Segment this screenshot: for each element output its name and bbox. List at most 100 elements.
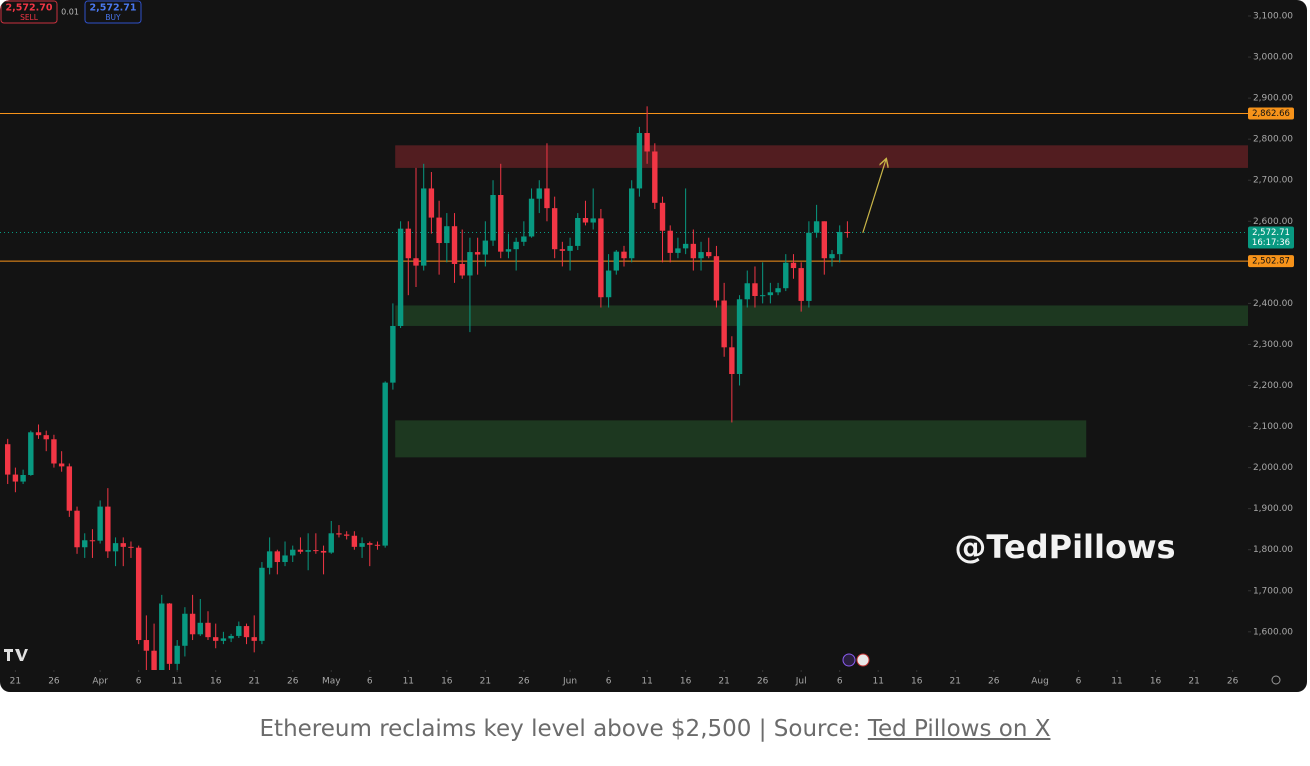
candle-body (605, 270, 612, 298)
candle-body (82, 540, 88, 548)
x-tick-label: 26 (988, 677, 1000, 687)
candle-body (551, 208, 558, 250)
x-tick-label: Apr (92, 677, 108, 687)
level-badge (1248, 107, 1294, 120)
arrow (862, 160, 886, 233)
y-tick-label: 2,600.00 (1253, 217, 1293, 227)
candle-body (713, 256, 720, 301)
candle-body (682, 243, 689, 249)
candle-body (105, 506, 111, 552)
candle-body (374, 544, 381, 546)
candle-body (297, 549, 304, 552)
candle-body (266, 551, 273, 568)
candle-body (559, 249, 566, 251)
candle-body (421, 188, 427, 266)
candle-body (51, 439, 57, 464)
candle-body (5, 444, 11, 475)
candle-body (197, 622, 203, 635)
x-tick-label: 16 (911, 677, 923, 687)
candle-body (690, 243, 697, 259)
x-tick-label: Jun (562, 677, 577, 687)
candle-body (844, 231, 851, 233)
buy-box[interactable] (84, 0, 142, 24)
candle-body (513, 241, 519, 250)
axes: 1,600.00 1,700.00 1,800.00 1,900.00 2,000.00… (10, 12, 1294, 687)
x-tick-label: 6 (367, 677, 373, 687)
candle-body (28, 432, 34, 475)
candle-body (43, 435, 49, 440)
y-tick-label: 3,000.00 (1253, 53, 1293, 63)
x-tick-label: 21 (718, 677, 729, 687)
candle-body (528, 198, 535, 237)
candle-body (97, 506, 103, 541)
sell-label: SELL (20, 13, 39, 22)
candle-body (243, 626, 250, 638)
x-tick-label: 26 (48, 677, 60, 687)
candle-body (498, 195, 504, 252)
source-link[interactable]: Ted Pillows on X (867, 716, 1051, 742)
candle-body (120, 543, 126, 547)
tv-logo (4, 649, 28, 661)
candle-body (74, 510, 80, 548)
candle-body (66, 466, 73, 511)
candle-body (236, 626, 242, 636)
level-badge (1248, 255, 1294, 268)
candle-body (220, 638, 227, 641)
candle-body (474, 252, 481, 255)
x-tick-label: 21 (10, 677, 21, 687)
sell-price: 2,572.70 (6, 3, 53, 14)
y-tick-label: 1,600.00 (1253, 627, 1293, 637)
level-label: 2,502.87 (1252, 257, 1290, 267)
candle-body (783, 262, 789, 289)
candle-body (490, 195, 496, 241)
candle-body (20, 474, 26, 482)
candle-body (444, 226, 450, 244)
y-tick-label: 2,200.00 (1253, 381, 1293, 391)
x-tick-label: 21 (480, 677, 491, 687)
candle-body (451, 226, 458, 264)
sell-box[interactable] (0, 0, 58, 24)
x-tick-label: 6 (136, 677, 142, 687)
candle-body (505, 249, 512, 252)
candle-body (613, 251, 619, 271)
candle-body (821, 221, 827, 259)
settings-icon[interactable] (1271, 675, 1281, 685)
candle-body (305, 550, 311, 552)
x-tick-label: 26 (1227, 677, 1239, 687)
ui-overlay: 2,572.70 SELL 0.01 2,572.71 BUY @TedPill… (0, 0, 1281, 685)
zone (395, 145, 1248, 168)
candle-body (775, 288, 781, 293)
level-label: 2,862.66 (1252, 109, 1290, 119)
candle-body (744, 283, 750, 300)
event-icon[interactable] (856, 653, 870, 667)
candle-body (652, 151, 658, 203)
x-tick-label: 26 (757, 677, 769, 687)
y-tick-label: 2,800.00 (1253, 135, 1293, 145)
x-tick-label: 6 (1076, 677, 1082, 687)
candle-body (621, 251, 627, 259)
candle-body (644, 133, 650, 152)
event-icon[interactable] (842, 653, 856, 667)
candle-body (259, 567, 265, 641)
candle-body (767, 292, 774, 296)
candle-body (397, 228, 404, 326)
candle-body (721, 300, 727, 348)
x-tick-label: 21 (950, 677, 961, 687)
candle-body (436, 217, 442, 244)
candle-body (667, 230, 673, 253)
candle-body (590, 218, 596, 223)
x-tick-label: 11 (1111, 677, 1122, 687)
buy-label: BUY (105, 13, 121, 22)
x-tick-label: 16 (210, 677, 222, 687)
x-tick-label: 16 (1150, 677, 1162, 687)
candle-body (729, 347, 735, 375)
caption-text: Ethereum reclaims key level above $2,500… (259, 716, 868, 742)
candle-body (521, 236, 527, 242)
chart: 1,600.00 1,700.00 1,800.00 1,900.00 2,000.00… (0, 0, 1294, 687)
x-tick-label: 26 (287, 677, 299, 687)
candle-body (336, 533, 342, 535)
y-tick-label: 2,300.00 (1253, 340, 1293, 350)
x-tick-label: 6 (837, 677, 843, 687)
candle-body (367, 543, 373, 545)
candle-body (837, 231, 843, 255)
